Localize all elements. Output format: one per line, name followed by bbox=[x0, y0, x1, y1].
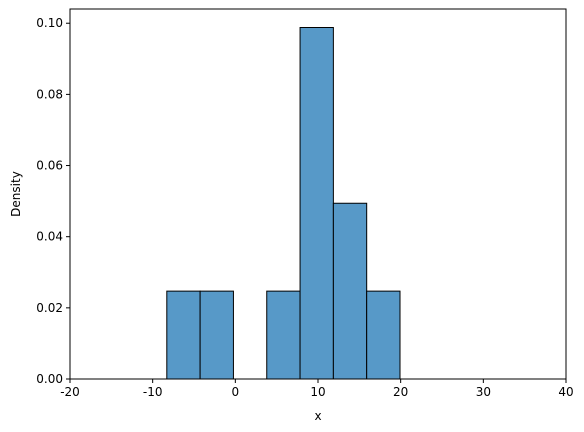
x-axis-ticks: -20 -10 0 10 20 30 40 bbox=[60, 379, 574, 399]
plot-frame bbox=[69, 8, 567, 380]
y-tick-label: 0.10 bbox=[36, 16, 63, 30]
y-axis-label: Density bbox=[9, 171, 23, 217]
y-tick-label: 0.00 bbox=[36, 372, 63, 386]
y-tick-label: 0.04 bbox=[36, 230, 63, 244]
x-axis-label: x bbox=[314, 409, 321, 423]
histogram-bars bbox=[166, 27, 401, 380]
x-tick-label: 20 bbox=[393, 385, 408, 399]
histogram-bar-5 bbox=[332, 202, 368, 380]
histogram-bar-6 bbox=[366, 290, 401, 380]
histogram-bar-1 bbox=[199, 290, 234, 380]
x-tick-label: 30 bbox=[476, 385, 491, 399]
histogram-bar-4 bbox=[299, 27, 334, 380]
x-tick-label: -20 bbox=[60, 385, 80, 399]
y-axis-ticks: 0.00 0.02 0.04 0.06 0.08 0.10 bbox=[36, 16, 70, 386]
y-tick-label: 0.06 bbox=[36, 159, 63, 173]
histogram-bar-0 bbox=[166, 290, 201, 380]
y-tick-label: 0.02 bbox=[36, 301, 63, 315]
x-tick-label: 40 bbox=[558, 385, 573, 399]
y-tick-label: 0.08 bbox=[36, 87, 63, 101]
x-tick-label: 10 bbox=[310, 385, 325, 399]
x-tick-label: 0 bbox=[232, 385, 240, 399]
x-tick-label: -10 bbox=[143, 385, 163, 399]
histogram-bar-3 bbox=[266, 290, 301, 380]
